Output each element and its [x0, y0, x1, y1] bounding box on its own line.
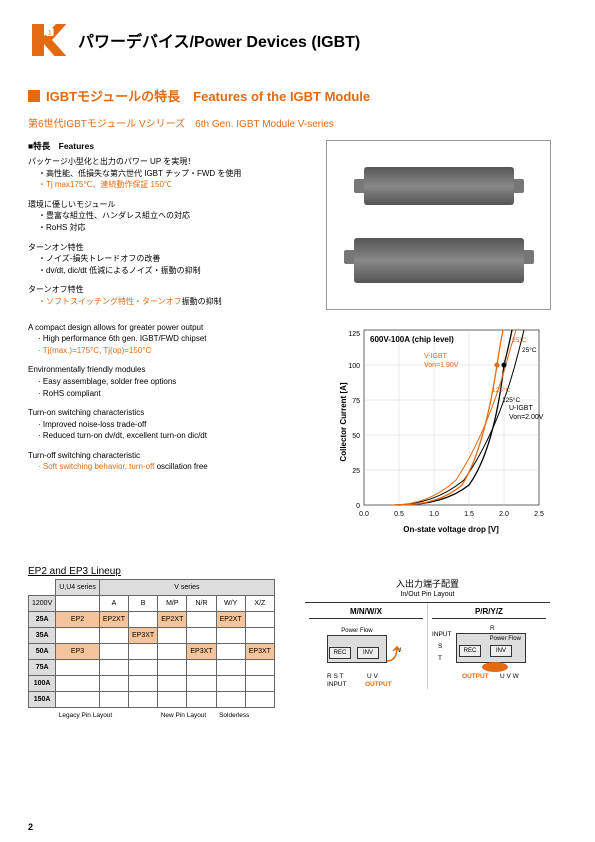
svg-text:25: 25	[352, 468, 360, 475]
feature-en-3: Turn-on switching characteristics · Impr…	[28, 407, 308, 442]
svg-text:2.5: 2.5	[534, 511, 544, 518]
svg-text:125: 125	[348, 331, 360, 338]
features-column-en: A compact design allows for greater powe…	[28, 322, 308, 542]
feature-jp-4: ターンオフ特性 ・ソフトスイッチング特性・ターンオフ振動の抑制	[28, 284, 308, 307]
svg-text:Collector Current [A]: Collector Current [A]	[339, 382, 348, 461]
iv-chart: 600V-100A (chip level) V-IGBT Von=1.90V …	[326, 322, 551, 542]
chart-title: 600V-100A (chip level)	[370, 335, 454, 344]
section-title: IGBTモジュールの特長 Features of the IGBT Module	[46, 86, 370, 105]
svg-text:125°C: 125°C	[492, 386, 510, 394]
svg-text:1.5: 1.5	[464, 511, 474, 518]
module-shape-icon	[354, 238, 524, 283]
section-header: IGBTモジュールの特長 Features of the IGBT Module	[28, 86, 567, 105]
svg-text:On-state voltage drop [V]: On-state voltage drop [V]	[403, 525, 499, 534]
lineup-table: U,U4 series V series 1200V A B M/P N/R W…	[28, 579, 275, 724]
svg-text:1: 1	[48, 29, 52, 36]
feature-en-1: A compact design allows for greater powe…	[28, 322, 308, 357]
svg-text:V-IGBT: V-IGBT	[424, 353, 448, 360]
svg-text:25°C: 25°C	[512, 336, 527, 344]
page-number: 2	[28, 822, 33, 832]
pinout-title-en: In/Out Pin Layout	[305, 591, 550, 598]
pinout-block: 入出力端子配置 In/Out Pin Layout M/N/W/X Power …	[305, 579, 550, 690]
svg-text:25°C: 25°C	[522, 346, 537, 354]
svg-text:2.0: 2.0	[499, 511, 509, 518]
features-label: ■特長 Features	[28, 140, 308, 152]
lineup-title: EP2 and EP3 Lineup	[28, 566, 567, 577]
pinout-left-diagram: Power Flow REC INV R S T INPUT U V W OUT…	[309, 625, 423, 685]
module-shape-icon	[364, 167, 514, 205]
svg-text:75: 75	[352, 398, 360, 405]
svg-text:125°C: 125°C	[502, 396, 520, 404]
svg-text:Von=1.90V: Von=1.90V	[424, 362, 459, 369]
page-title: パワーデバイス/Power Devices (IGBT)	[78, 28, 360, 52]
feature-jp-1: パッケージ小型化と出力のパワー UP を実現！ ・高性能、低損失な第六世代 IG…	[28, 156, 308, 191]
svg-text:100: 100	[348, 363, 360, 370]
feature-en-4: Turn-off switching characteristic · Soft…	[28, 450, 308, 473]
feature-en-2: Environmentally friendly modules · Easy …	[28, 364, 308, 399]
pinout-left-header: M/N/W/X	[309, 607, 423, 619]
page-header: 1 パワーデバイス/Power Devices (IGBT)	[28, 20, 567, 60]
logo-icon: 1	[28, 20, 68, 60]
feature-jp-2: 環境に優しいモジュール ・豊富な組立性、ハンダレス組立への対応 ・RoHS 対応	[28, 199, 308, 234]
svg-text:U-IGBT: U-IGBT	[509, 405, 533, 412]
svg-text:0.5: 0.5	[394, 511, 404, 518]
svg-text:0: 0	[356, 503, 360, 510]
pinout-right-diagram: INPUT S T R Power Flow REC INV OUTPUT U …	[432, 625, 546, 685]
pinout-title: 入出力端子配置	[305, 579, 550, 590]
section-bullet-icon	[28, 90, 40, 102]
features-column: ■特長 Features パッケージ小型化と出力のパワー UP を実現！ ・高性…	[28, 140, 308, 316]
module-photo	[326, 140, 551, 310]
svg-text:1.0: 1.0	[429, 511, 439, 518]
pinout-right-header: P/R/Y/Z	[432, 607, 546, 619]
svg-text:Von=2.00V: Von=2.00V	[509, 414, 544, 421]
feature-jp-3: ターンオン特性 ・ノイズ-損失トレードオフの改善 ・dv/dt, dic/dt …	[28, 242, 308, 277]
svg-text:0.0: 0.0	[359, 511, 369, 518]
sub-series-label: 第6世代IGBTモジュール Vシリーズ 6th Gen. IGBT Module…	[28, 115, 567, 130]
svg-text:50: 50	[352, 433, 360, 440]
